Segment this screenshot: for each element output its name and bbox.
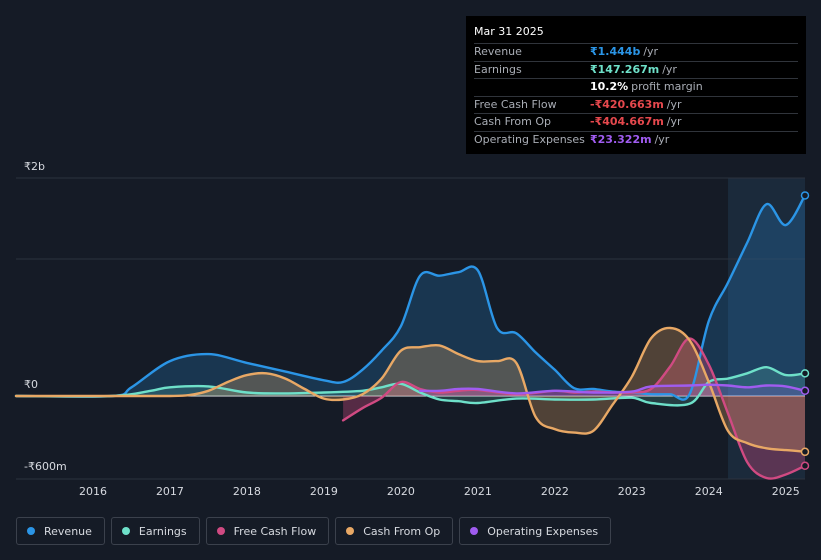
x-tick-label: 2023	[618, 485, 646, 498]
tooltip-unit: /yr	[662, 62, 677, 76]
y-tick-label: -₹600m	[24, 460, 67, 473]
tooltip-value: ₹23.322m	[590, 132, 652, 146]
free-cash-flow-area	[343, 338, 805, 479]
legend-item-free-cash-flow[interactable]: Free Cash Flow	[205, 517, 330, 545]
legend-item-revenue[interactable]: Revenue	[16, 517, 105, 545]
y-axis-ticks: ₹2b ₹0 -₹600m	[24, 160, 67, 473]
tooltip-row-operating-expenses: Operating Expenses ₹23.322m /yr	[474, 132, 798, 149]
cash-from-op-line[interactable]	[14, 326, 807, 453]
tooltip-row-cash-from-op: Cash From Op -₹404.667m /yr	[474, 114, 798, 132]
x-tick-label: 2019	[310, 485, 338, 498]
operating-expenses-endpoint	[800, 386, 810, 396]
operating-expenses-area	[420, 384, 805, 396]
tooltip-row-revenue: Revenue ₹1.444b /yr	[474, 44, 798, 62]
tooltip-row-profit-margin: 10.2% profit margin	[474, 79, 798, 97]
legend-item-operating-expenses[interactable]: Operating Expenses	[459, 517, 612, 545]
legend-item-cash-from-op[interactable]: Cash From Op	[335, 517, 454, 545]
tooltip-date: Mar 31 2025	[474, 24, 798, 44]
x-tick-label: 2022	[541, 485, 569, 498]
legend-label: Operating Expenses	[487, 524, 599, 538]
tooltip-unit: profit margin	[631, 80, 703, 93]
tooltip-label: Operating Expenses	[474, 132, 585, 146]
x-tick-label: 2017	[156, 485, 184, 498]
x-tick-label: 2024	[695, 485, 723, 498]
series-lines	[14, 194, 807, 480]
cash-from-op-area	[16, 327, 805, 452]
tooltip-value: ₹1.444b	[590, 45, 641, 58]
earnings-line[interactable]	[14, 366, 807, 407]
cash-from-op-dot-icon	[346, 527, 355, 535]
cash-from-op-endpoint	[800, 447, 810, 457]
tooltip-label: Cash From Op	[474, 115, 552, 128]
legend-label: Earnings	[138, 524, 187, 538]
tooltip-row-free-cash-flow: Free Cash Flow -₹420.663m /yr	[474, 97, 798, 114]
tooltip-value: ₹147.267m	[590, 62, 660, 76]
x-tick-label: 2020	[387, 485, 415, 498]
free-cash-flow-endpoint	[800, 461, 810, 471]
x-tick-label: 2018	[233, 485, 261, 498]
tooltip-label: Free Cash Flow	[474, 97, 557, 111]
legend: Revenue Earnings Free Cash Flow Cash Fro…	[16, 517, 612, 545]
tooltip-row-earnings: Earnings ₹147.267m /yr	[474, 62, 798, 79]
tooltip-value: 10.2%	[590, 80, 629, 93]
highlight-band	[728, 178, 805, 479]
legend-label: Revenue	[44, 524, 92, 538]
operating-expenses-dot-icon	[470, 527, 479, 535]
tooltip-unit: /yr	[666, 115, 682, 128]
tooltip-unit: /yr	[654, 132, 670, 146]
legend-label: Free Cash Flow	[233, 524, 317, 538]
tooltip-unit: /yr	[643, 45, 659, 58]
operating-expenses-line[interactable]	[418, 383, 807, 395]
x-axis-ticks: 2016 2017 2018 2019 2020 2021 2022 2023 2024 2025	[79, 485, 800, 498]
tooltip-value: -₹420.663m	[590, 97, 664, 111]
free-cash-flow-dot-icon	[216, 527, 225, 535]
tooltip-label: Revenue	[474, 45, 522, 58]
y-tick-label: ₹2b	[24, 160, 45, 173]
tooltip-unit: /yr	[666, 97, 682, 111]
tooltip-value: -₹404.667m	[590, 115, 664, 128]
legend-item-earnings[interactable]: Earnings	[110, 517, 200, 545]
revenue-dot-icon	[27, 527, 35, 535]
tooltip-label: Earnings	[474, 62, 522, 76]
x-tick-label: 2021	[464, 485, 492, 498]
earnings-endpoint	[800, 369, 810, 378]
tooltip-label	[474, 79, 590, 96]
x-tick-label: 2016	[79, 485, 107, 498]
y-tick-label: ₹0	[24, 378, 38, 391]
earnings-dot-icon	[121, 527, 130, 535]
revenue-line[interactable]	[14, 194, 807, 401]
tooltip: Mar 31 2025 Revenue ₹1.444b /yr Earnings…	[466, 16, 806, 154]
legend-label: Cash From Op	[363, 524, 441, 538]
series-endpoints	[800, 191, 810, 471]
revenue-endpoint	[800, 191, 810, 200]
x-tick-label: 2025	[772, 485, 800, 498]
earnings-area	[16, 367, 805, 406]
